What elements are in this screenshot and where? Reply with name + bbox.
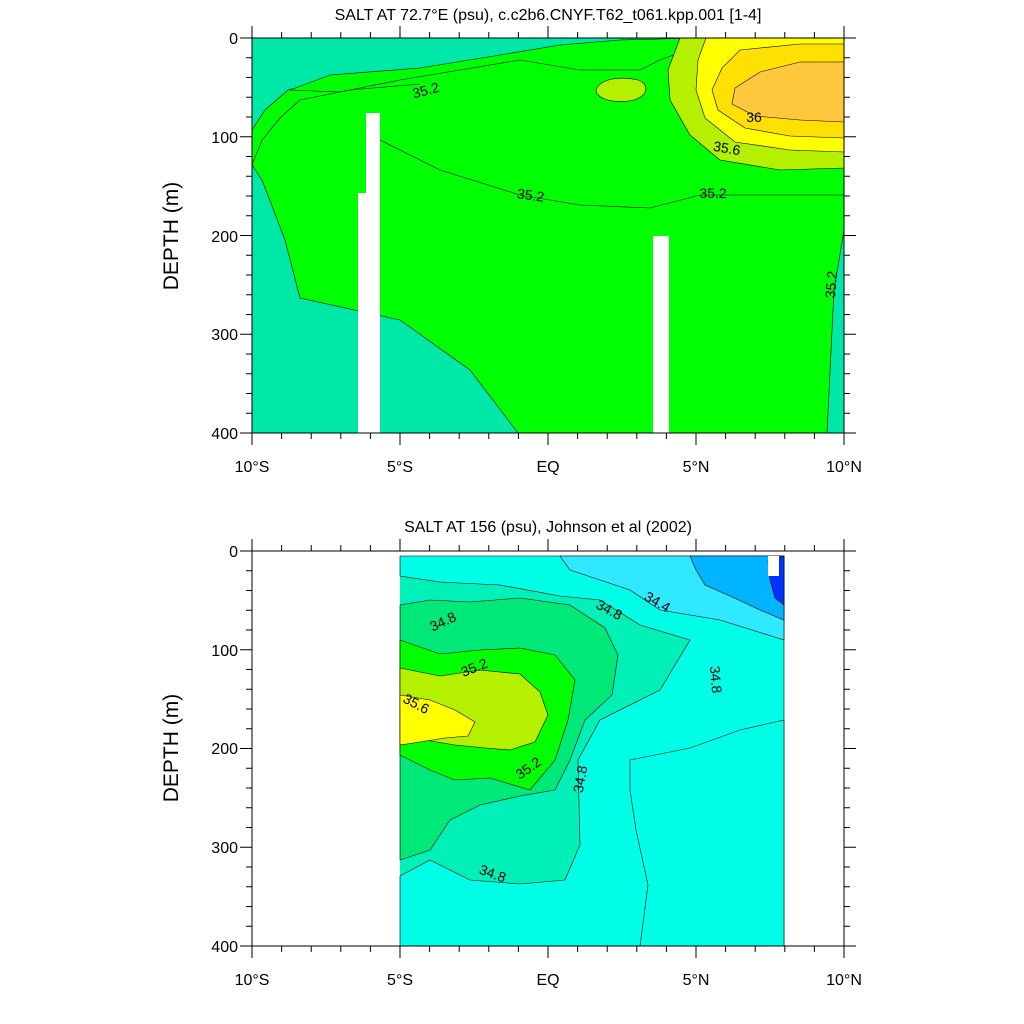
- top-missing-column-3: [653, 236, 669, 433]
- bottom-ticks: [240, 539, 856, 958]
- bottom-x-tick-10N: 10°N: [826, 972, 862, 989]
- top-contour-label-5: 35.2: [699, 185, 726, 201]
- top-panel: SALT AT 72.7°E (psu), c.c2b6.CNYF.T62_t0…: [160, 7, 862, 476]
- top-y-tick-0: 0: [229, 31, 238, 48]
- top-x-tick-5S: 5°S: [387, 459, 413, 476]
- top-y-tick-400: 400: [211, 426, 238, 443]
- bottom-x-tick-5N: 5°N: [683, 972, 710, 989]
- top-y-tick-200: 200: [211, 229, 238, 246]
- top-contour-label-6: 35.2: [822, 270, 840, 299]
- top-contour-line-35-2-mid: [379, 139, 844, 209]
- top-contour-fill: 35.2 36 35.6 35.2 35.2 35.2: [252, 38, 844, 433]
- bottom-y-axis-label: DEPTH (m): [160, 694, 183, 803]
- top-contour-label-4: 35.2: [516, 185, 545, 205]
- top-x-tick-10N: 10°N: [826, 459, 862, 476]
- top-y-tick-300: 300: [211, 327, 238, 344]
- top-contour-label-1: 35.2: [410, 79, 441, 102]
- bottom-y-tick-300: 300: [211, 840, 238, 857]
- top-x-tick-EQ: EQ: [536, 459, 559, 476]
- bottom-y-tick-100: 100: [211, 643, 238, 660]
- top-x-tick-5N: 5°N: [683, 459, 710, 476]
- top-fill-35-4-blob: [595, 77, 647, 102]
- top-missing-column-1: [358, 193, 380, 433]
- top-contour-label-2: 36: [746, 109, 762, 125]
- top-contour-label-3: 35.6: [712, 138, 742, 159]
- top-panel-title: SALT AT 72.7°E (psu), c.c2b6.CNYF.T62_t0…: [335, 7, 762, 24]
- top-fill-36-0: [731, 61, 844, 123]
- bot-contour-label-5: 34.8: [707, 665, 725, 694]
- bottom-x-tick-10S: 10°S: [235, 972, 270, 989]
- bottom-y-tick-400: 400: [211, 939, 238, 956]
- bottom-y-tick-200: 200: [211, 741, 238, 758]
- top-x-tick-10S: 10°S: [235, 459, 270, 476]
- top-y-tick-100: 100: [211, 130, 238, 147]
- bottom-x-tick-5S: 5°S: [387, 972, 413, 989]
- bottom-x-tick-EQ: EQ: [536, 972, 559, 989]
- top-y-axis-label: DEPTH (m): [160, 182, 183, 291]
- bottom-y-tick-0: 0: [229, 544, 238, 561]
- bottom-panel: SALT AT 156 (psu), Johnson et al (2002) …: [160, 519, 862, 989]
- bot-fill-34-6-lower: [629, 719, 785, 946]
- bot-contour-label-8: 34.8: [570, 764, 591, 794]
- bot-fill-35-6: [399, 694, 476, 746]
- top-missing-column-2: [366, 113, 380, 203]
- bot-missing-cell: [768, 556, 779, 576]
- top-contour-line-35-2-top: [252, 83, 421, 166]
- bottom-panel-title: SALT AT 156 (psu), Johnson et al (2002): [404, 519, 692, 536]
- bottom-contour-fill: 34.8 34.8 34.4 35.2 34.8 35.6 35.2 34.8 …: [399, 555, 785, 946]
- top-ticks: [240, 26, 856, 445]
